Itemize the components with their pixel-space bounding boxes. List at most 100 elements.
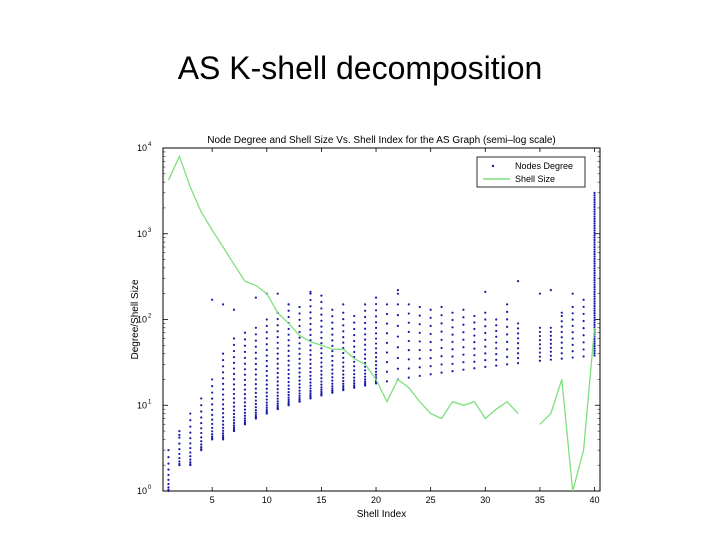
degree-point [495, 335, 498, 338]
degree-point [593, 212, 596, 216]
degree-point [287, 344, 290, 347]
degree-point [276, 357, 279, 360]
degree-point [407, 349, 410, 352]
degree-point [462, 316, 465, 319]
degree-point [342, 373, 345, 376]
degree-point [593, 319, 596, 322]
degree-point [287, 393, 290, 397]
degree-point [276, 384, 279, 387]
degree-point [560, 330, 563, 334]
degree-point [309, 392, 312, 395]
degree-point [232, 397, 236, 400]
degree-point [298, 396, 301, 400]
degree-point [451, 355, 454, 358]
degree-point [593, 210, 596, 213]
degree-point [516, 327, 520, 330]
degree-point [320, 313, 323, 316]
degree-point [593, 205, 596, 209]
degree-point [484, 345, 487, 348]
degree-point [549, 342, 552, 345]
degree-point [320, 331, 323, 334]
degree-point [342, 361, 345, 364]
degree-point [287, 364, 290, 367]
degree-point [407, 303, 410, 306]
degree-point [309, 317, 312, 320]
degree-point [571, 312, 574, 315]
degree-point [418, 357, 421, 360]
degree-point [396, 303, 399, 306]
degree-point [254, 339, 257, 342]
degree-point [320, 377, 323, 380]
degree-point [309, 374, 312, 377]
degree-point [451, 340, 454, 344]
degree-point [211, 378, 214, 381]
degree-point [309, 370, 312, 374]
degree-point [342, 335, 345, 339]
degree-point [276, 406, 279, 409]
degree-point [396, 356, 399, 360]
degree-point [560, 352, 563, 355]
y-axis-label: Degree/Shell Size [130, 279, 141, 359]
degree-point [265, 410, 268, 413]
degree-point [232, 372, 236, 376]
degree-point [353, 384, 356, 387]
degree-point [254, 362, 257, 366]
degree-point [221, 365, 225, 368]
degree-point [309, 394, 312, 397]
degree-point [232, 405, 236, 408]
degree-point [593, 274, 596, 277]
degree-point [342, 324, 345, 327]
degree-point [320, 319, 323, 322]
degree-point [451, 318, 454, 322]
degree-point [374, 367, 378, 370]
degree-point [593, 271, 596, 275]
degree-point [582, 355, 585, 358]
degree-point [342, 385, 345, 388]
degree-point [331, 354, 334, 358]
y-tick-exponent: 4 [148, 142, 152, 148]
degree-point [593, 196, 596, 199]
degree-point [211, 397, 214, 400]
degree-point [243, 338, 247, 341]
degree-point [243, 368, 247, 371]
degree-point [353, 379, 356, 382]
y-tick-exponent: 2 [148, 314, 152, 320]
degree-point [320, 325, 323, 328]
degree-point [407, 358, 410, 361]
degree-point [593, 276, 596, 279]
degree-point [364, 382, 367, 385]
degree-point [232, 424, 236, 427]
degree-point [374, 356, 378, 359]
degree-point [364, 338, 367, 341]
degree-point [407, 330, 410, 333]
degree-point [593, 201, 596, 204]
degree-point [429, 340, 432, 344]
degree-point [298, 347, 301, 350]
degree-point [287, 349, 290, 352]
degree-point [265, 359, 268, 363]
degree-point [440, 322, 443, 325]
degree-point [451, 362, 454, 365]
degree-point [549, 338, 552, 341]
degree-point [353, 334, 356, 337]
degree-point [167, 486, 170, 489]
degree-point [538, 359, 542, 362]
degree-point [593, 267, 596, 270]
degree-point [287, 372, 290, 376]
degree-point [298, 362, 301, 365]
degree-point [200, 448, 203, 451]
degree-point [440, 305, 443, 309]
legend-box [476, 156, 586, 188]
degree-point [309, 298, 312, 302]
degree-point [276, 352, 279, 355]
degree-point [385, 303, 389, 306]
degree-point [364, 343, 367, 346]
degree-point [178, 429, 181, 433]
degree-point [374, 315, 378, 318]
x-axis-ticks: 5 10 15 20 25 30 35 40 [210, 148, 600, 505]
degree-point [254, 399, 257, 402]
degree-point [232, 409, 236, 412]
degree-point [582, 334, 585, 337]
degree-point [593, 281, 596, 284]
degree-point [582, 348, 585, 351]
